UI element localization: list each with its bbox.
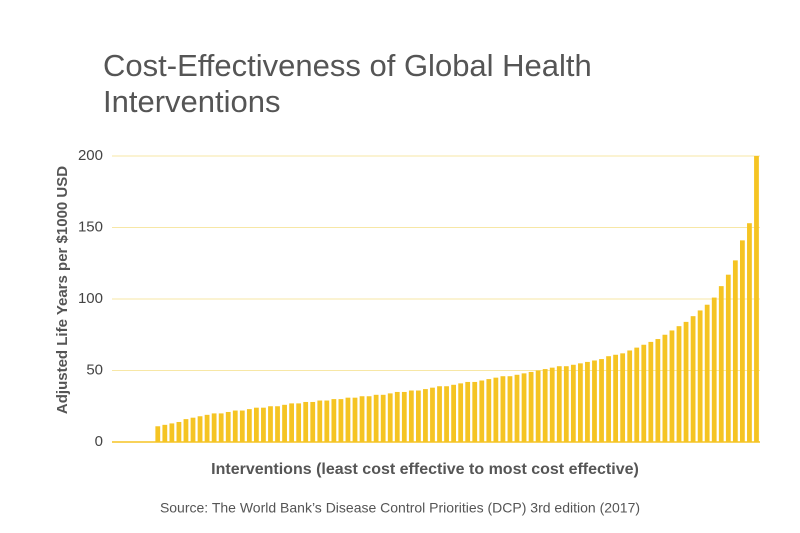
bar bbox=[197, 416, 203, 442]
bar bbox=[747, 223, 752, 442]
bar bbox=[458, 383, 464, 442]
bar bbox=[732, 260, 738, 442]
bar bbox=[352, 397, 358, 442]
bar bbox=[387, 393, 393, 442]
bar bbox=[366, 396, 372, 442]
bar bbox=[556, 366, 562, 442]
bar bbox=[408, 390, 414, 442]
bar bbox=[183, 419, 189, 442]
bar bbox=[486, 379, 492, 442]
y-tick-label: 100 bbox=[78, 290, 103, 307]
bar bbox=[401, 391, 407, 442]
y-tick-label: 50 bbox=[86, 361, 103, 378]
bar bbox=[472, 381, 478, 442]
chart-title: Cost-Effectiveness of Global Health Inte… bbox=[103, 48, 592, 119]
bar bbox=[669, 330, 675, 442]
bar bbox=[380, 394, 386, 442]
bar bbox=[514, 374, 520, 442]
y-tick-label: 0 bbox=[95, 433, 103, 450]
bar bbox=[239, 410, 245, 442]
bar bbox=[718, 286, 724, 442]
x-axis-title: Interventions (least cost effective to m… bbox=[211, 461, 639, 478]
bar bbox=[232, 410, 238, 442]
bar bbox=[465, 381, 471, 442]
source-note: Source: The World Bank’s Disease Control… bbox=[160, 500, 640, 516]
bar bbox=[606, 356, 611, 442]
bar bbox=[169, 423, 175, 442]
bar bbox=[275, 406, 280, 442]
bar bbox=[444, 386, 449, 442]
bar bbox=[690, 316, 696, 442]
bar bbox=[423, 389, 428, 442]
bar bbox=[493, 377, 499, 442]
bar bbox=[204, 414, 210, 442]
bar bbox=[662, 334, 668, 442]
bar bbox=[479, 380, 485, 442]
bar bbox=[394, 391, 400, 442]
bar bbox=[754, 156, 759, 442]
bar bbox=[655, 339, 661, 442]
bar bbox=[648, 341, 654, 442]
bar bbox=[310, 401, 316, 442]
bar bbox=[162, 424, 168, 442]
bar bbox=[261, 407, 266, 442]
bar bbox=[585, 361, 590, 442]
bar bbox=[500, 376, 506, 442]
bar bbox=[155, 426, 161, 442]
bar bbox=[225, 411, 231, 442]
bar bbox=[563, 366, 569, 442]
bar bbox=[570, 364, 576, 442]
bar bbox=[634, 347, 640, 442]
bar bbox=[324, 400, 330, 442]
bar bbox=[345, 397, 351, 442]
bar bbox=[549, 367, 555, 442]
bar bbox=[451, 384, 457, 442]
bar bbox=[415, 390, 421, 442]
bar bbox=[507, 376, 513, 442]
bar bbox=[739, 240, 745, 442]
bar bbox=[676, 326, 682, 442]
bar bbox=[289, 403, 295, 442]
bar bbox=[704, 304, 710, 442]
bar bbox=[430, 387, 435, 442]
bar bbox=[620, 353, 626, 442]
bar bbox=[176, 421, 182, 442]
bar bbox=[697, 310, 703, 442]
bar bbox=[592, 360, 597, 442]
bar bbox=[641, 344, 647, 442]
bar bbox=[535, 370, 541, 442]
bar bbox=[521, 373, 527, 442]
bar bbox=[331, 399, 337, 442]
y-axis-title: Adjusted Life Years per $1000 USD bbox=[54, 166, 71, 414]
bar bbox=[711, 297, 717, 442]
bar bbox=[246, 409, 252, 442]
bar bbox=[218, 413, 224, 442]
bar bbox=[296, 403, 302, 442]
bar bbox=[437, 386, 442, 442]
bar bbox=[542, 369, 548, 442]
y-tick-label: 150 bbox=[78, 218, 103, 235]
bar bbox=[338, 399, 344, 442]
bar bbox=[577, 363, 583, 442]
bar bbox=[317, 400, 323, 442]
bar bbox=[725, 274, 731, 442]
bar bbox=[599, 359, 604, 442]
bar bbox=[268, 406, 273, 442]
bar bbox=[627, 350, 633, 442]
bar bbox=[211, 413, 217, 442]
bar bbox=[613, 354, 619, 442]
bar bbox=[683, 321, 689, 442]
bar bbox=[190, 417, 196, 442]
bar bbox=[373, 394, 379, 442]
bar bbox=[528, 371, 534, 442]
y-tick-label: 200 bbox=[78, 147, 103, 164]
bar bbox=[303, 401, 309, 442]
bar bbox=[253, 407, 259, 442]
bar bbox=[359, 396, 365, 442]
bar bbox=[282, 404, 287, 442]
